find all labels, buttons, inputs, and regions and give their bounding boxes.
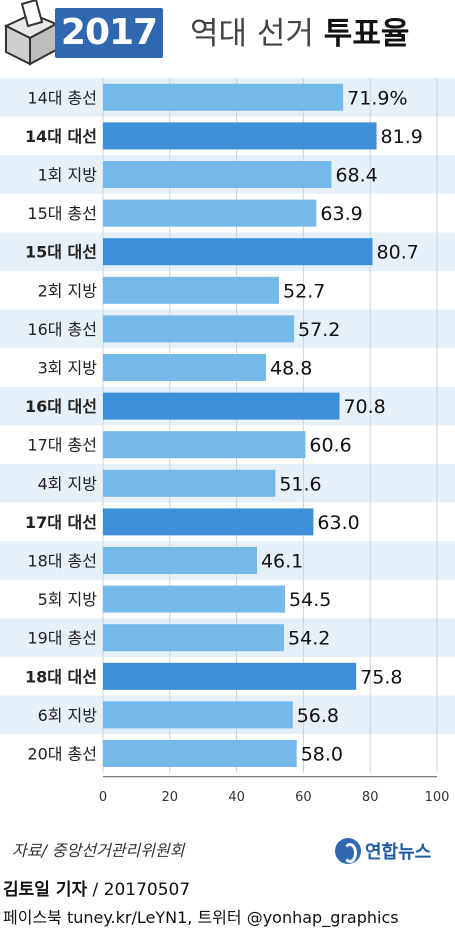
- title-light: 역대 선거: [190, 16, 314, 52]
- value-label: 63.9: [320, 203, 362, 225]
- publisher-logo: 연합뉴스: [335, 836, 431, 866]
- value-label: 54.2: [288, 628, 330, 650]
- bar: [103, 585, 286, 613]
- bar: [103, 354, 266, 381]
- category-label: 6회 지방: [38, 706, 98, 725]
- tick-label: 20: [162, 790, 179, 805]
- bar: [103, 83, 344, 111]
- category-label: 4회 지방: [38, 474, 98, 493]
- category-label: 14대 대선: [25, 127, 97, 146]
- bar: [103, 276, 280, 304]
- bar: [103, 624, 285, 652]
- tick-label: 100: [425, 790, 450, 805]
- category-label: 1회 지방: [38, 166, 98, 185]
- bar: [103, 662, 357, 690]
- value-label: 51.6: [279, 473, 321, 495]
- infographic-frame: 2017 역대 선거 투표율 14대 총선 71.9% 14대 대선 81.9 1회 지…: [0, 0, 455, 866]
- value-label: 60.6: [309, 435, 351, 457]
- category-label: 15대 대선: [25, 243, 97, 262]
- tick-label: 80: [362, 790, 379, 805]
- value-label: 63.0: [317, 512, 359, 534]
- bar-chart: 14대 총선 71.9% 14대 대선 81.9 1회 지방 68.4 15대 총선 63.9…: [0, 78, 455, 805]
- value-label: 58.0: [301, 744, 343, 766]
- category-label: 18대 대선: [25, 667, 97, 686]
- social-links: 페이스북 tuney.kr/LeYN1, 트위터 @yonhap_graphic…: [3, 908, 399, 927]
- category-label: 17대 대선: [25, 513, 97, 532]
- bar: [103, 315, 295, 343]
- value-label: 54.5: [289, 589, 331, 611]
- bar: [103, 740, 297, 767]
- bar: [103, 161, 332, 188]
- header: 2017 역대 선거 투표율: [0, 0, 455, 72]
- yonhap-logo-icon: [335, 838, 361, 864]
- bar: [103, 469, 276, 497]
- title-bold: 투표율: [323, 16, 410, 52]
- category-label: 15대 총선: [27, 204, 97, 223]
- ballot-box-icon: [3, 0, 58, 66]
- tick-label: 60: [295, 790, 312, 805]
- value-label: 46.1: [261, 551, 303, 573]
- category-label: 18대 총선: [27, 552, 97, 571]
- category-label: 16대 총선: [27, 320, 97, 339]
- bar: [103, 199, 317, 227]
- category-label: 2회 지방: [38, 281, 98, 300]
- value-label: 71.9%: [347, 87, 407, 109]
- publish-date: / 20170507: [87, 880, 191, 900]
- year-badge: 2017: [55, 8, 163, 58]
- tick-label: 40: [228, 790, 245, 805]
- category-label: 19대 총선: [27, 629, 97, 648]
- value-label: 75.8: [360, 666, 402, 688]
- value-label: 56.8: [297, 705, 339, 727]
- bar: [103, 508, 314, 536]
- value-label: 57.2: [298, 319, 340, 341]
- source-text: 자료/ 중앙선거관리위원회: [12, 841, 185, 860]
- bar: [103, 238, 373, 266]
- page-title: 역대 선거 투표율: [190, 14, 409, 54]
- logo-text: 연합뉴스: [365, 842, 432, 863]
- value-label: 52.7: [283, 280, 325, 302]
- category-label: 5회 지방: [38, 590, 98, 609]
- author-name: 김토일 기자: [3, 880, 88, 900]
- bar: [103, 392, 340, 420]
- category-label: 20대 총선: [27, 745, 97, 764]
- credit-line: 김토일 기자 / 20170507: [3, 877, 190, 903]
- category-label: 17대 총선: [27, 436, 97, 455]
- year-text: 2017: [60, 12, 158, 53]
- value-label: 80.7: [377, 242, 419, 264]
- value-label: 70.8: [343, 396, 385, 418]
- bar: [103, 431, 306, 459]
- value-label: 68.4: [335, 165, 377, 187]
- bar: [103, 547, 257, 574]
- bar: [103, 701, 293, 729]
- category-label: 3회 지방: [38, 359, 98, 378]
- bar: [103, 122, 377, 150]
- category-label: 14대 총선: [27, 88, 97, 107]
- value-label: 48.8: [270, 358, 312, 380]
- value-label: 81.9: [381, 126, 423, 148]
- category-label: 16대 대선: [25, 397, 97, 416]
- chart-panel: 14대 총선 71.9% 14대 대선 81.9 1회 지방 68.4 15대 총선 63.9…: [0, 72, 455, 829]
- tick-label: 0: [99, 790, 107, 805]
